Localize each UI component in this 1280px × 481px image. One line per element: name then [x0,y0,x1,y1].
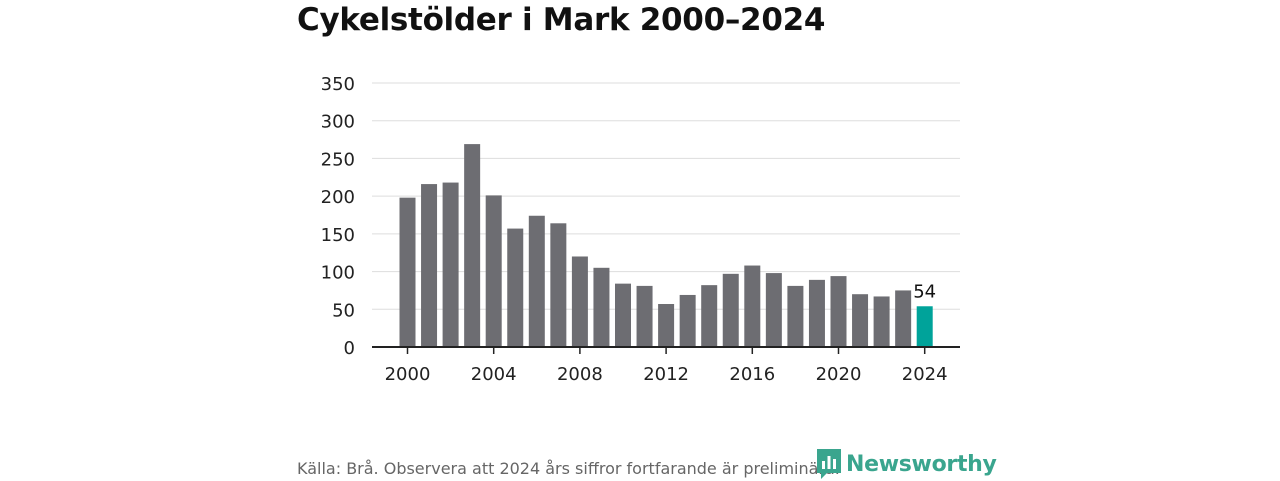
x-axis-ticks: 2000 2004 2008 2012 2016 2020 2024 [385,347,948,385]
y-tick-label-200: 200 [321,187,355,208]
bar-2000 [399,197,416,347]
bar-2021 [852,294,869,347]
bar-2004 [485,195,502,347]
x-tick-label-2012: 2012 [643,364,689,385]
bar-2020 [830,276,847,347]
x-tick-label-2016: 2016 [729,364,775,385]
bar-2013 [679,294,696,347]
bar-2002 [442,182,459,347]
bar-2023 [895,290,912,347]
bar-2008 [571,256,588,347]
bar-2006 [528,215,545,347]
y-tick-label-50: 50 [332,300,355,321]
bar-2009 [593,267,610,347]
bar-2019 [808,279,825,347]
bar-2003 [464,144,481,347]
x-tick-label-2024: 2024 [902,364,948,385]
data-labels: 54 [913,281,936,302]
bar-2007 [550,223,567,347]
bar-2012 [658,304,675,347]
bar-2017 [765,273,782,347]
y-tick-label-350: 350 [321,74,355,95]
newsworthy-bar-chart-icon [817,449,841,479]
bar-2024 [916,306,933,347]
bar-2010 [615,283,631,347]
newsworthy-logo: Newsworthy [815,447,997,481]
bar-2011 [636,285,653,347]
x-tick-label-2004: 2004 [471,364,517,385]
bar-2005 [507,228,524,347]
bar-2022 [873,296,890,347]
bar-2018 [787,285,804,347]
gridlines [372,82,960,310]
source-note: Källa: Brå. Observera att 2024 års siffr… [297,459,840,478]
bar-2014 [701,285,718,347]
y-tick-label-0: 0 [344,338,355,359]
data-label-2024: 54 [913,281,936,302]
logo-text: Newsworthy [846,451,997,477]
y-tick-label-300: 300 [321,112,355,133]
x-tick-label-2008: 2008 [557,364,603,385]
y-tick-label-250: 250 [321,149,355,170]
y-tick-label-150: 150 [321,225,355,246]
x-tick-label-2020: 2020 [816,364,862,385]
bars [399,144,933,347]
chart-title: Cykelstölder i Mark 2000–2024 [297,2,826,38]
bar-2001 [421,184,438,347]
x-tick-label-2000: 2000 [385,364,431,385]
bar-2015 [722,273,739,347]
bar-2016 [744,265,761,347]
y-axis-ticks: 0 50 100 150 200 250 300 350 [321,74,355,359]
y-tick-label-100: 100 [321,263,355,284]
